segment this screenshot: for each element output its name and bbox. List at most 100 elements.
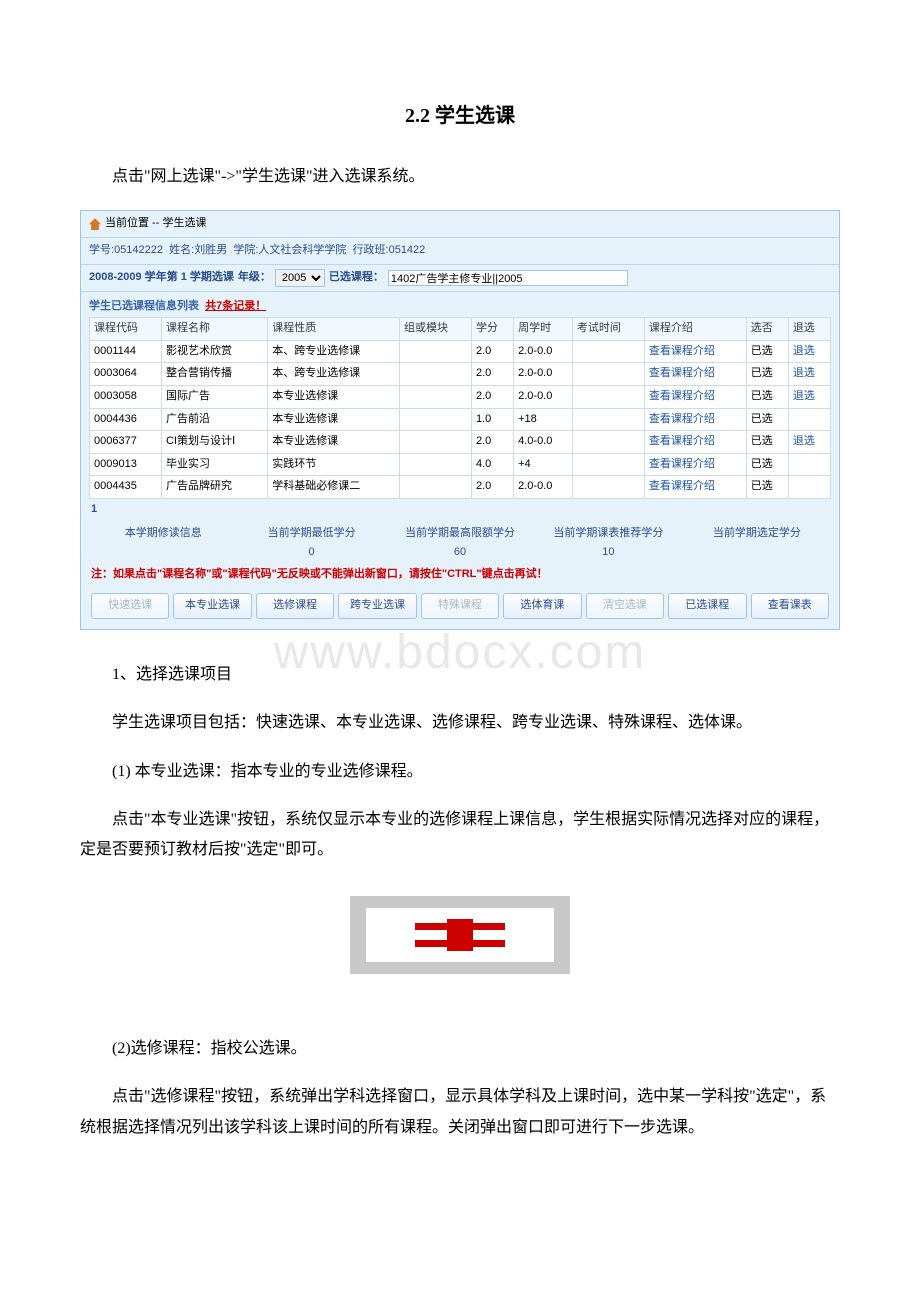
action-button[interactable]: 已选课程 [668,593,746,619]
table-row: 0004435广告品牌研究学科基础必修课二2.02.0-0.0查看课程介绍已选 [90,476,831,499]
view-intro-link[interactable]: 查看课程介绍 [649,480,715,492]
table-cell: 本、跨专业选修课 [268,340,400,363]
table-cell: 学科基础必修课二 [268,476,400,499]
table-row: 0004436广告前沿本专业选修课1.0+18查看课程介绍已选 [90,408,831,431]
list-header-text: 学生已选课程信息列表 [89,300,199,312]
table-cell [400,340,472,363]
view-intro-link[interactable]: 查看课程介绍 [649,458,715,470]
label-student-id: 学号: [89,244,114,256]
para-6: 点击"选修课程"按钮，系统弹出学科选择窗口，显示具体学科及上课时间，选中某一学科… [80,1082,840,1143]
list-header: 学生已选课程信息列表 共7条记录！ [89,298,831,318]
table-cell: 本专业选修课 [268,431,400,454]
table-cell: +4 [514,453,573,476]
table-cell [400,385,472,408]
table-cell: 查看课程介绍 [644,476,746,499]
action-button[interactable]: 本专业选课 [173,593,251,619]
table-cell: 毕业实习 [161,453,267,476]
table-cell: 广告品牌研究 [161,476,267,499]
summary-label: 当前学期选定学分 [683,525,831,543]
table-cell: +18 [514,408,573,431]
table-cell: 1.0 [472,408,514,431]
table-cell: 实践环节 [268,453,400,476]
table-header-cell: 周学时 [514,318,573,341]
table-cell: 2.0-0.0 [514,385,573,408]
action-button: 特殊课程 [421,593,499,619]
view-intro-link[interactable]: 查看课程介绍 [649,345,715,357]
table-cell [788,476,830,499]
action-button[interactable]: 查看课表 [751,593,829,619]
view-intro-link[interactable]: 查看课程介绍 [649,413,715,425]
view-intro-link[interactable]: 查看课程介绍 [649,390,715,402]
value-student-id: 05142222 [114,244,163,256]
table-cell: 整合营销传播 [161,363,267,386]
table-cell: 国际广告 [161,385,267,408]
summary-value: 60 [386,544,534,562]
summary-value [89,544,237,562]
table-cell [400,408,472,431]
para-3: (1) 本专业选课：指本专业的专业选修课程。 [80,757,840,787]
table-cell: 已选 [746,408,788,431]
table-cell [400,431,472,454]
summary-label: 当前学期最低学分 [237,525,385,543]
table-cell: 0004436 [90,408,162,431]
table-cell: 影视艺术欣赏 [161,340,267,363]
table-row: 0003064整合营销传播本、跨专业选修课2.02.0-0.0查看课程介绍已选退… [90,363,831,386]
view-intro-link[interactable]: 查看课程介绍 [649,435,715,447]
label-college: 学院: [233,244,258,256]
table-cell [572,385,644,408]
table-cell: 广告前沿 [161,408,267,431]
summary-value: 10 [534,544,682,562]
table-cell: 0009013 [90,453,162,476]
para-2: 学生选课项目包括：快速选课、本专业选课、选修课程、跨专业选课、特殊课程、选体课。 [80,708,840,738]
table-cell [572,476,644,499]
grade-select[interactable]: 2005 [275,269,325,287]
table-cell: 0006377 [90,431,162,454]
drop-link[interactable]: 退选 [793,367,815,379]
table-header-cell: 课程性质 [268,318,400,341]
table-cell: 查看课程介绍 [644,453,746,476]
table-cell: 0003058 [90,385,162,408]
drop-link[interactable]: 退选 [793,390,815,402]
table-cell: 4.0-0.0 [514,431,573,454]
table-cell: 已选 [746,476,788,499]
drop-link[interactable]: 退选 [793,435,815,447]
table-cell: 2.0 [472,476,514,499]
label-class: 行政班: [353,244,389,256]
summary-value: 0 [237,544,385,562]
section-title: 2.2 学生选课 [80,100,840,132]
student-info-row: 学号:05142222 姓名:刘胜男 学院:人文社会科学学院 行政班:05142… [81,238,839,265]
action-button[interactable]: 选修课程 [256,593,334,619]
table-row: 0006377CI策划与设计Ⅰ本专业选修课2.04.0-0.0查看课程介绍已选退… [90,431,831,454]
summary-labels-row: 本学期修读信息当前学期最低学分当前学期最高限额学分当前学期课表推荐学分当前学期选… [89,523,831,545]
page-number[interactable]: 1 [89,499,831,523]
drop-link[interactable]: 退选 [793,345,815,357]
action-button[interactable]: 跨专业选课 [338,593,416,619]
table-row: 0001144影视艺术欣赏本、跨专业选修课2.02.0-0.0查看课程介绍已选退… [90,340,831,363]
home-icon [89,218,101,230]
table-cell: 2.0 [472,431,514,454]
table-cell [572,363,644,386]
summary-label: 当前学期最高限额学分 [386,525,534,543]
record-count: 共7条记录！ [205,300,266,312]
table-cell [572,453,644,476]
action-button[interactable]: 选体育课 [503,593,581,619]
location-label: 当前位置 -- 学生选课 [105,215,206,233]
table-cell: 已选 [746,453,788,476]
view-intro-link[interactable]: 查看课程介绍 [649,367,715,379]
summary-value [683,544,831,562]
table-cell: 查看课程介绍 [644,431,746,454]
table-row: 0009013毕业实习实践环节 4.0+4 查看课程介绍 已选 [90,453,831,476]
table-cell: 0003064 [90,363,162,386]
para-5: (2)选修课程：指校公选课。 [80,1034,840,1064]
table-cell: 退选 [788,340,830,363]
para-1: 1、选择选课项目 [80,660,840,690]
popup-thumbnail [350,896,570,974]
table-cell: 4.0 [472,453,514,476]
table-cell: CI策划与设计Ⅰ [161,431,267,454]
selected-course-input[interactable] [388,270,628,286]
table-cell: 2.0-0.0 [514,363,573,386]
table-cell [572,340,644,363]
term-select-row: 2008-2009 学年第 1 学期选课 年级： 2005 已选课程： [81,265,839,292]
course-selection-panel: 当前位置 -- 学生选课 学号:05142222 姓名:刘胜男 学院:人文社会科… [80,210,840,630]
value-college: 人文社会科学学院 [258,244,346,256]
